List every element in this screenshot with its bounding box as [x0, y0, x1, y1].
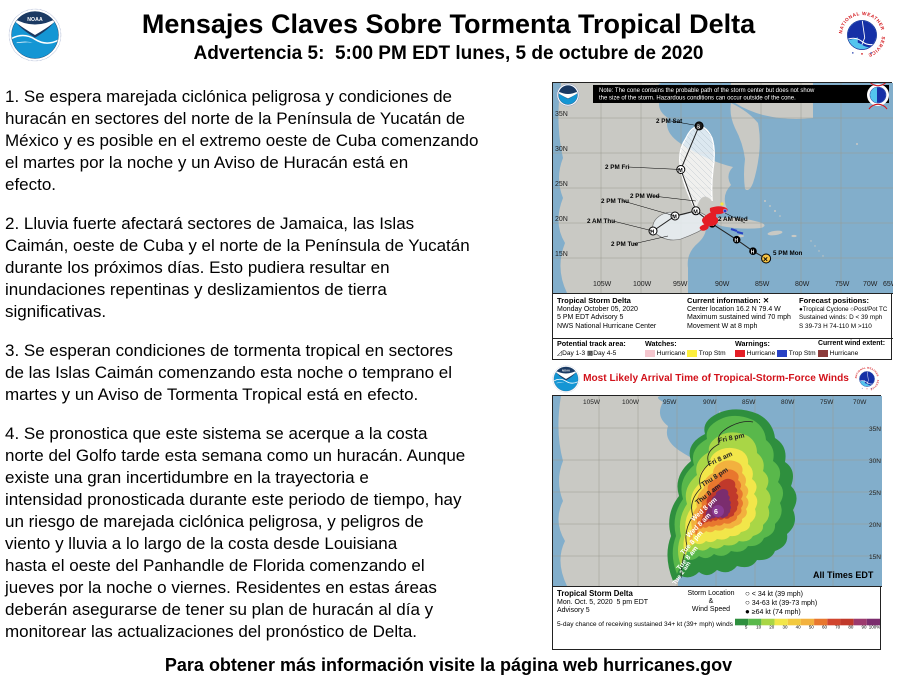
svg-text:35N: 35N: [869, 426, 881, 433]
svg-text:50: 50: [809, 625, 814, 630]
svg-text:2 PM Fri: 2 PM Fri: [605, 164, 630, 171]
svg-text:35N: 35N: [555, 111, 568, 118]
svg-text:6: 6: [714, 509, 718, 516]
svg-text:M: M: [693, 210, 698, 216]
svg-text:85W: 85W: [755, 281, 770, 288]
svg-text:10: 10: [756, 625, 761, 630]
svg-text:15N: 15N: [555, 251, 568, 258]
svg-text:105W: 105W: [593, 281, 612, 288]
svg-text:70W: 70W: [853, 399, 867, 406]
svg-text:20N: 20N: [555, 216, 568, 223]
svg-text:the size of the storm. Hazardo: the size of the storm. Hazardous conditi…: [599, 96, 796, 102]
svg-text:30N: 30N: [869, 458, 881, 465]
svg-text:20N: 20N: [869, 522, 881, 529]
svg-text:80: 80: [848, 625, 853, 630]
svg-text:H: H: [735, 238, 739, 244]
svg-text:70W: 70W: [863, 281, 878, 288]
svg-text:90: 90: [862, 625, 867, 630]
svg-text:All Times EDT: All Times EDT: [813, 570, 874, 580]
svg-text:Note: The cone contains the pr: Note: The cone contains the probable pat…: [599, 88, 815, 94]
svg-text:25N: 25N: [869, 490, 881, 497]
svg-text:2 PM Sat: 2 PM Sat: [656, 118, 683, 125]
svg-text:75W: 75W: [820, 399, 834, 406]
svg-text:85W: 85W: [742, 399, 756, 406]
svg-text:80W: 80W: [795, 281, 810, 288]
svg-text:90W: 90W: [703, 399, 717, 406]
svg-text:75W: 75W: [835, 281, 850, 288]
svg-text:80W: 80W: [781, 399, 795, 406]
svg-text:70: 70: [835, 625, 840, 630]
svg-text:100W: 100W: [633, 281, 652, 288]
svg-text:M: M: [678, 168, 683, 174]
svg-text:20: 20: [769, 625, 774, 630]
svg-text:95W: 95W: [673, 281, 688, 288]
svg-text:25N: 25N: [555, 181, 568, 188]
svg-text:2 AM Thu: 2 AM Thu: [587, 218, 615, 225]
svg-text:30N: 30N: [555, 146, 568, 153]
svg-text:105W: 105W: [583, 399, 601, 406]
svg-text:90W: 90W: [715, 281, 730, 288]
svg-text:100W: 100W: [622, 399, 640, 406]
svg-text:H: H: [751, 250, 755, 256]
svg-text:30: 30: [782, 625, 787, 630]
svg-text:✕: ✕: [763, 256, 769, 263]
svg-text:5 PM Mon: 5 PM Mon: [773, 250, 803, 257]
svg-text:95W: 95W: [663, 399, 677, 406]
svg-text:60: 60: [822, 625, 827, 630]
svg-text:2 PM Tue: 2 PM Tue: [611, 241, 639, 248]
svg-text:100%: 100%: [869, 625, 880, 630]
svg-text:40: 40: [796, 625, 801, 630]
svg-text:65W: 65W: [883, 281, 893, 288]
svg-text:5: 5: [745, 625, 748, 630]
svg-text:15N: 15N: [869, 554, 881, 561]
